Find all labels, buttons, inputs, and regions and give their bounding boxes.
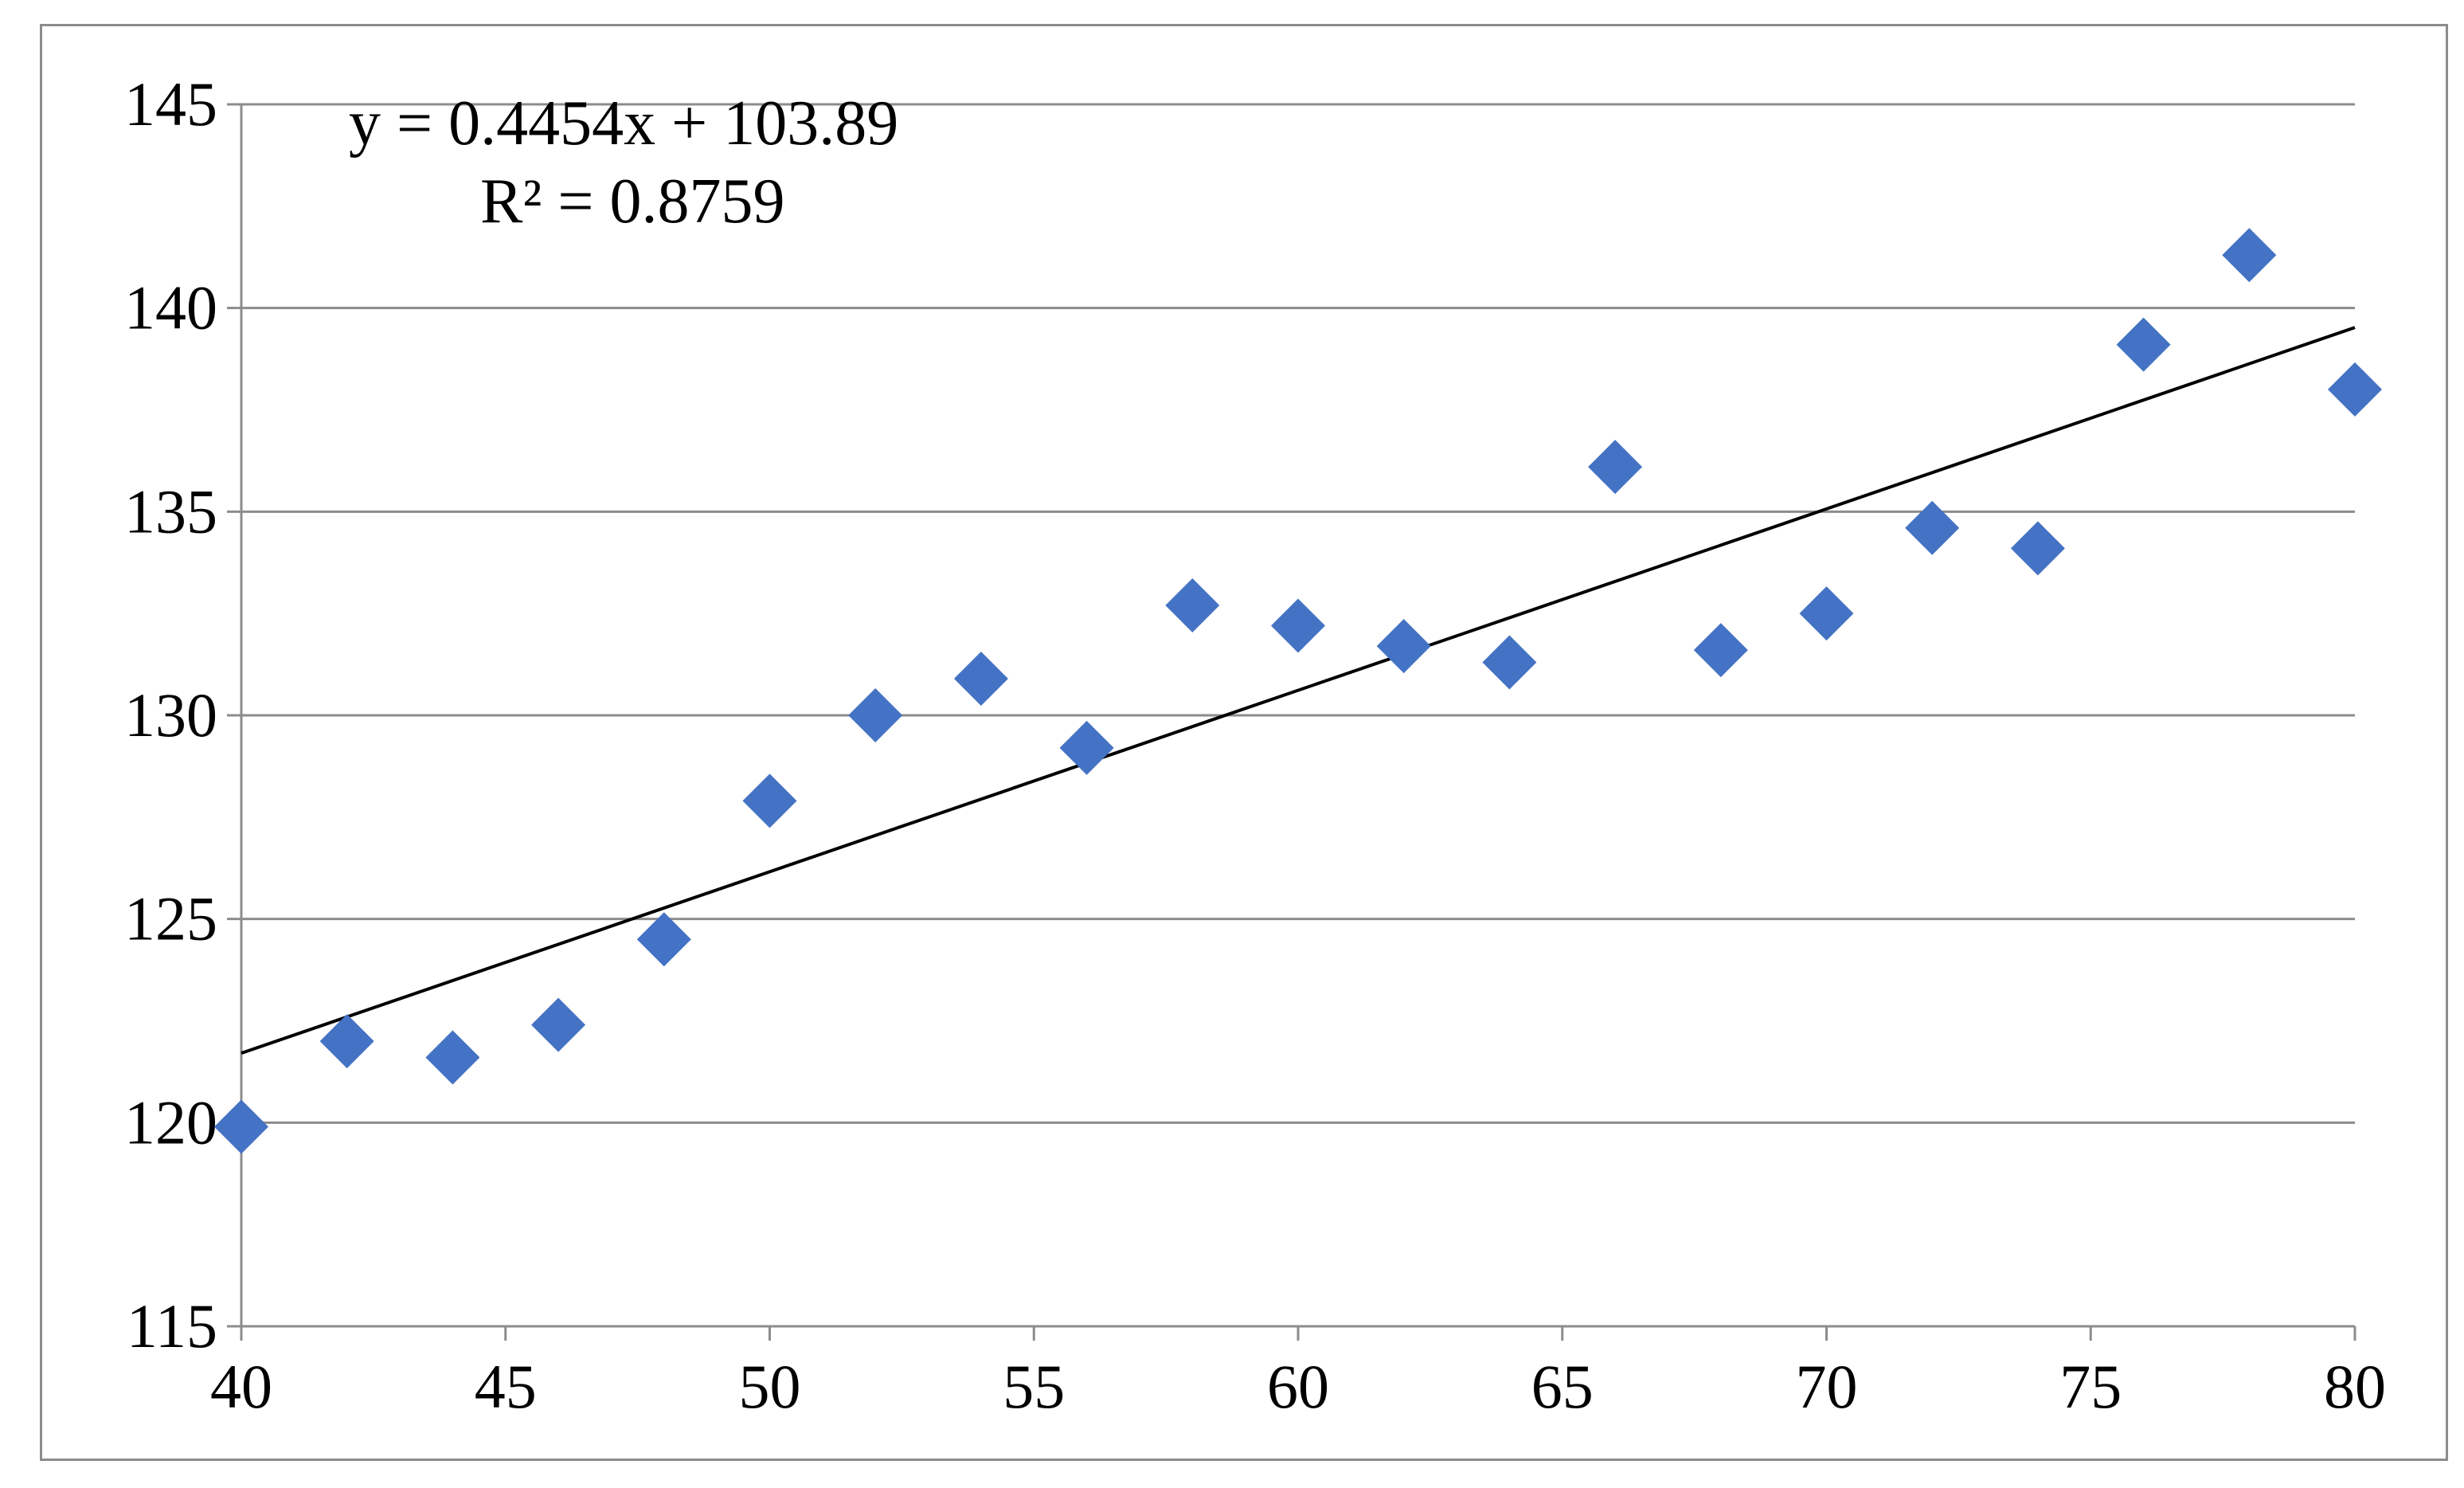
trendline-layer [241, 326, 2356, 1055]
trendline-r-squared: R² = 0.8759 [480, 166, 784, 237]
data-point-11 [1376, 619, 1431, 674]
data-point-12 [1482, 635, 1537, 690]
x-tick-label: 65 [1531, 1352, 1594, 1421]
y-tick-label: 145 [124, 69, 217, 139]
data-point-9 [1165, 578, 1220, 632]
data-point-4 [636, 912, 691, 967]
data-point-17 [2010, 521, 2065, 576]
data-point-10 [1271, 598, 1325, 653]
data-point-18 [2116, 317, 2171, 372]
data-point-19 [2222, 228, 2277, 283]
chart-frame: 115 120 125 130 135 140 145 40 45 50 55 60 65 70 75 80 … [40, 24, 2448, 1461]
data-point-6 [848, 688, 903, 742]
y-tick-label: 115 [127, 1291, 217, 1361]
x-tick-label: 60 [1267, 1352, 1329, 1421]
x-tick-label: 50 [739, 1352, 801, 1421]
trendline [241, 326, 2356, 1055]
data-point-14 [1693, 623, 1748, 678]
y-tick-label: 125 [124, 884, 217, 953]
y-tick-label: 140 [124, 273, 217, 343]
data-point-20 [2328, 362, 2382, 417]
y-tick-label: 130 [124, 680, 217, 750]
axes: 115 120 125 130 135 140 145 40 45 50 55 60 65 70 75 80 [124, 69, 2386, 1421]
x-tick-label: 75 [2059, 1352, 2122, 1421]
trendline-equation: y = 0.4454x + 103.89 [349, 88, 898, 159]
y-tick-label: 135 [124, 476, 217, 546]
gridlines [241, 103, 2355, 1124]
x-tick-label: 45 [475, 1352, 537, 1421]
data-point-15 [1799, 586, 1854, 641]
data-point-5 [742, 773, 797, 828]
y-tick-label: 120 [124, 1087, 217, 1157]
data-point-0 [214, 1099, 268, 1154]
data-point-8 [1059, 720, 1114, 775]
x-tick-label: 80 [2324, 1352, 2386, 1421]
data-point-7 [953, 651, 1008, 706]
data-point-1 [319, 1014, 374, 1069]
data-point-13 [1588, 440, 1643, 495]
x-tick-label: 55 [1003, 1352, 1065, 1421]
data-point-2 [425, 1030, 480, 1085]
data-points [214, 228, 2382, 1154]
x-tick-label: 40 [210, 1352, 272, 1421]
x-tick-label: 70 [1796, 1352, 1858, 1421]
data-point-3 [531, 997, 586, 1052]
trendline-annotation: y = 0.4454x + 103.89 R² = 0.8759 [349, 88, 898, 237]
data-point-16 [1905, 500, 1960, 555]
